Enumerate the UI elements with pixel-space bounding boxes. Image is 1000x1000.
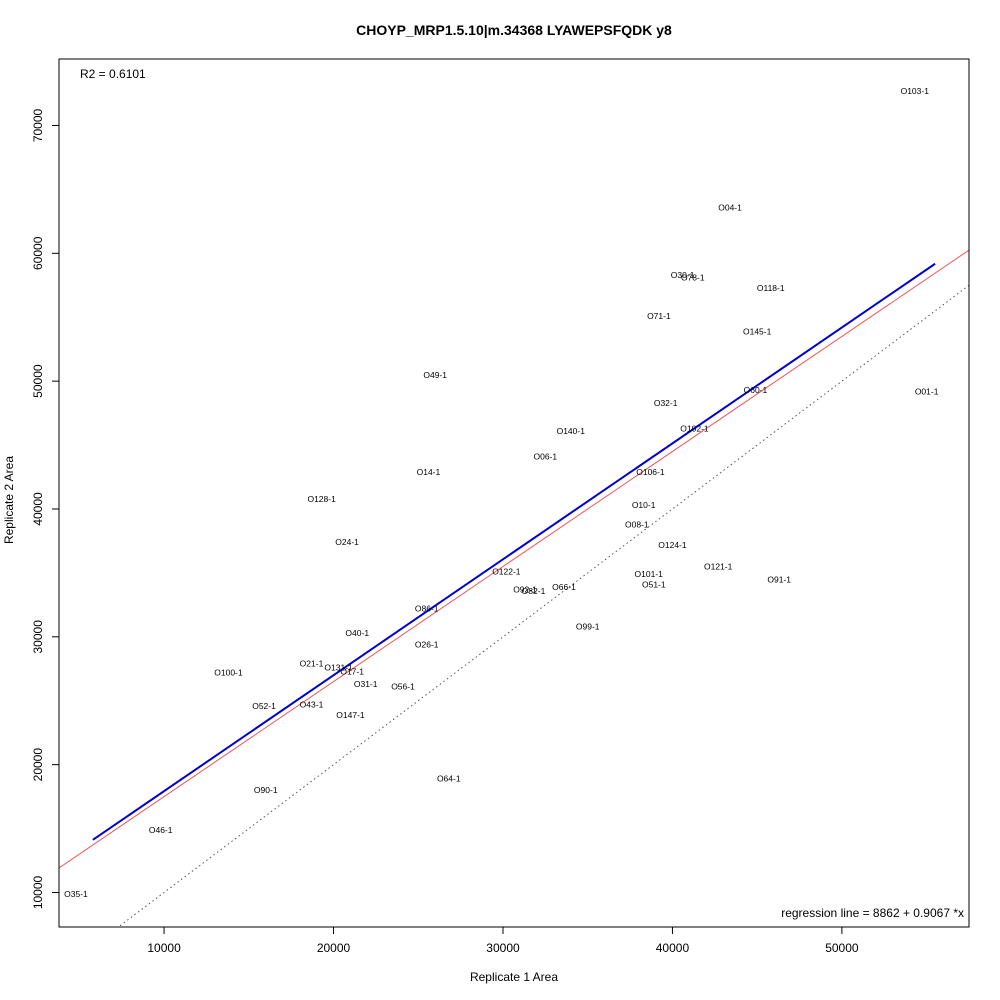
x-tick-label: 30000 (486, 941, 520, 955)
point-label: O01-1 (915, 386, 939, 396)
chart-title: CHOYP_MRP1.5.10|m.34368 LYAWEPSFQDK y8 (356, 22, 672, 38)
point-label: O106-1 (636, 467, 665, 477)
y-tick-label: 40000 (31, 492, 45, 526)
point-label: O26-1 (415, 639, 439, 649)
regression-label: regression line = 8862 + 0.9067 *x (781, 906, 964, 920)
point-label: O46-1 (149, 825, 173, 835)
fit-line (59, 249, 969, 869)
point-label: O52-1 (252, 701, 276, 711)
x-tick-label: 40000 (656, 941, 690, 955)
point-label: O06-1 (534, 452, 558, 462)
point-label: O43-1 (300, 700, 324, 710)
y-tick-label: 30000 (31, 620, 45, 654)
point-label: O24-1 (335, 537, 359, 547)
point-label: O30-1 (671, 270, 695, 280)
x-tick-label: 50000 (825, 941, 859, 955)
point-label: O103-1 (901, 86, 930, 96)
point-label: O31-1 (354, 679, 378, 689)
y-tick-label: 50000 (31, 364, 45, 398)
point-label: O82-1 (522, 586, 546, 596)
point-label: O91-1 (767, 574, 791, 584)
point-label: O147-1 (336, 710, 365, 720)
point-label: O08-1 (625, 519, 649, 529)
y-tick-label: 70000 (31, 108, 45, 142)
plot-frame (58, 58, 970, 928)
point-label: O124-1 (658, 540, 687, 550)
point-label: O14-1 (417, 467, 441, 477)
point-label: O60-1 (744, 385, 768, 395)
y-axis-label: Replicate 2 Area (2, 456, 16, 544)
point-label: O32-1 (654, 398, 678, 408)
point-label: O40-1 (345, 628, 369, 638)
point-label: O90-1 (254, 785, 278, 795)
point-label: O100-1 (214, 668, 243, 678)
point-label: O64-1 (437, 774, 461, 784)
point-label: O10-1 (632, 500, 656, 510)
r2-label: R2 = 0.6101 (80, 67, 146, 81)
point-label: O101-1 (635, 569, 664, 579)
point-label: O56-1 (391, 682, 415, 692)
point-label: O145-1 (743, 326, 772, 336)
identity-line (117, 284, 969, 927)
y-tick-label: 20000 (31, 748, 45, 782)
point-label: O04-1 (718, 202, 742, 212)
point-label: O102-1 (680, 423, 709, 433)
regression-line (92, 262, 936, 841)
point-label: O17-1 (340, 666, 364, 676)
point-label: O122-1 (492, 567, 521, 577)
point-label: O99-1 (576, 622, 600, 632)
y-tick-label: 10000 (31, 875, 45, 909)
point-label: O140-1 (557, 426, 586, 436)
point-label: O35-1 (64, 889, 88, 899)
point-label: O92-1 (513, 585, 537, 595)
point-label: O121-1 (704, 562, 733, 572)
point-label: O49-1 (423, 370, 447, 380)
point-label: O118-1 (757, 283, 785, 293)
x-tick-label: 10000 (147, 941, 181, 955)
point-label: O128-1 (307, 494, 336, 504)
point-label: O78-1 (681, 273, 705, 283)
point-label: O51-1 (642, 579, 666, 589)
y-tick-label: 60000 (31, 236, 45, 270)
point-label: O86-1 (415, 604, 439, 614)
point-label: O131-1 (324, 662, 353, 672)
x-tick-label: 20000 (317, 941, 351, 955)
point-label: O21-1 (300, 659, 324, 669)
x-axis-label: Replicate 1 Area (470, 970, 558, 984)
point-label: O71-1 (647, 311, 671, 321)
point-label: O66-1 (552, 582, 576, 592)
